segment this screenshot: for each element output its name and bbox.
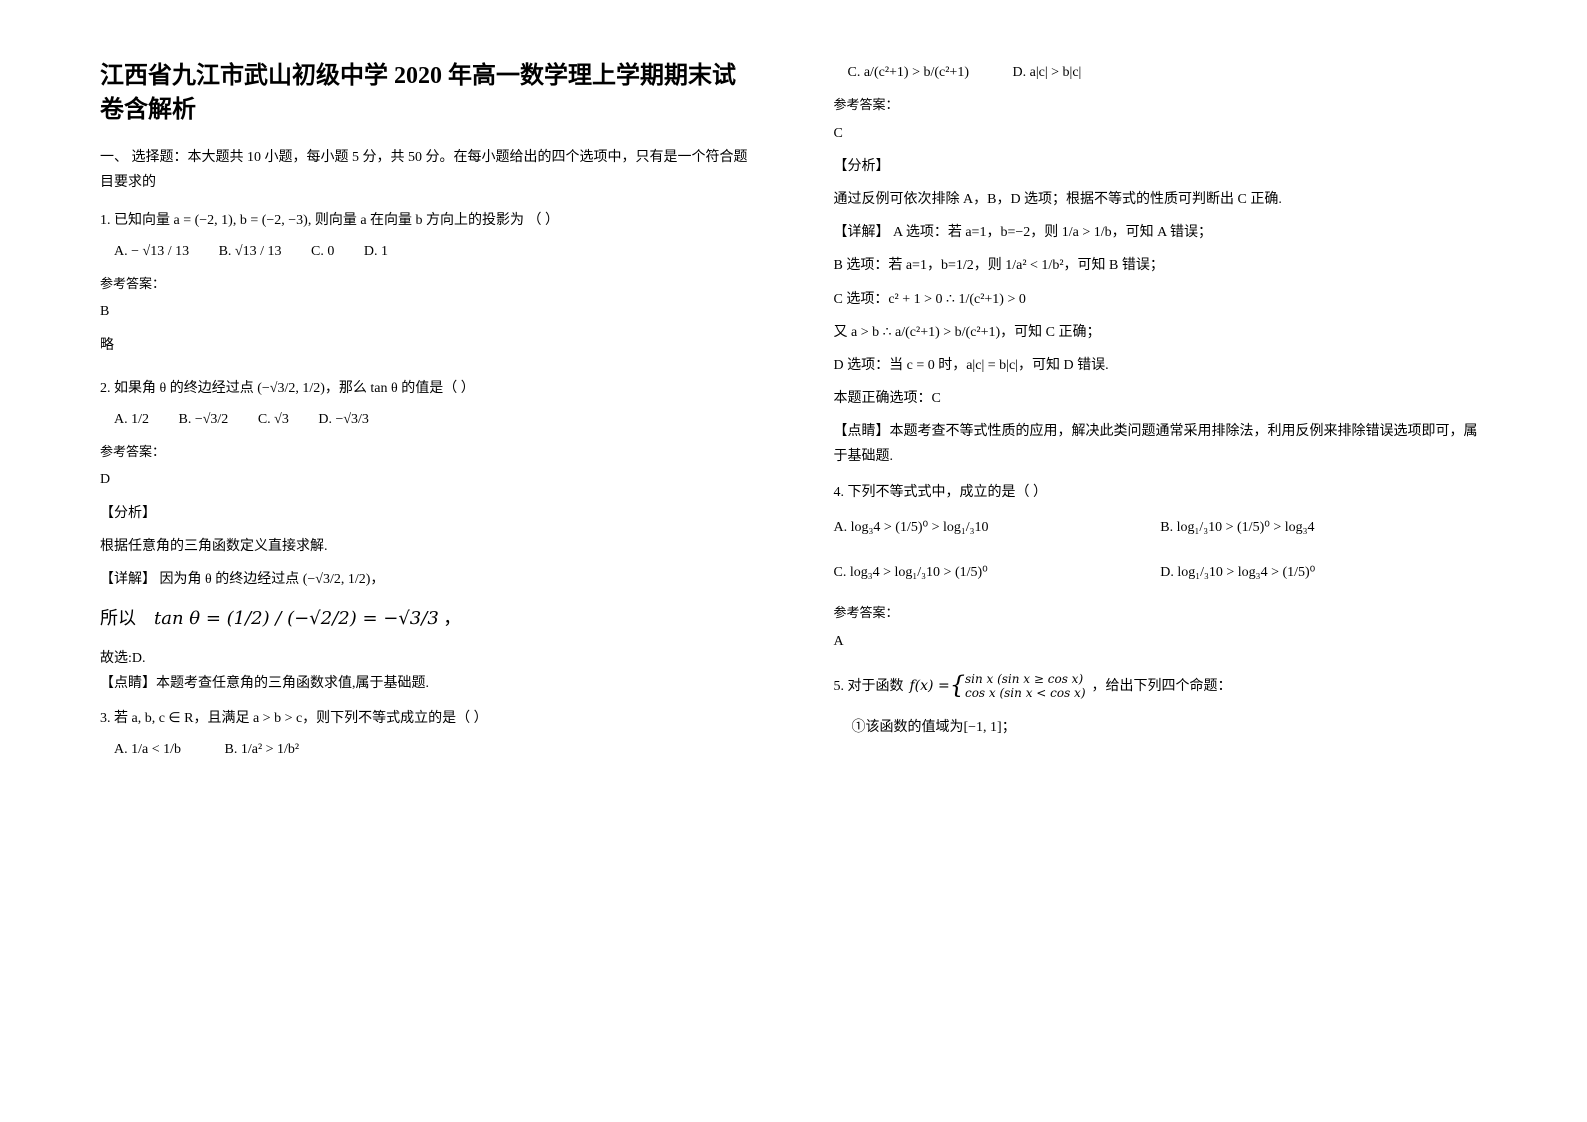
q1-optD: D. 1 [364, 244, 388, 259]
q2-answer-label: 参考答案： [100, 440, 754, 463]
q4-answer-label: 参考答案： [834, 601, 1488, 624]
q3-answer-label: 参考答案： [834, 93, 1488, 116]
q4-optA: A. log₃4 > (1/5)⁰ > log₁/₃10 [834, 515, 1161, 540]
question-5: 5. 对于函数 f(x) = { sin x (sin x ≥ cos x) c… [834, 672, 1488, 740]
q5-tail: ，给出下列四个命题： [1092, 674, 1232, 699]
q3-analysis: 通过反例可依次排除 A，B，D 选项；根据不等式的性质可判断出 C 正确. [834, 187, 1488, 212]
q3-point: 【点睛】本题考查不等式性质的应用，解决此类问题通常采用排除法，利用反例来排除错误… [834, 419, 1488, 469]
q2-optB: B. −√3/2 [179, 412, 229, 427]
detail-label2: 【详解】 [834, 225, 890, 240]
q5-func-lower: cos x (sin x < cos x) [965, 686, 1086, 700]
q4-optD: D. log₁/₃10 > log₃4 > (1/5)⁰ [1160, 560, 1487, 585]
q5-text: 5. 对于函数 f(x) = { sin x (sin x ≥ cos x) c… [834, 672, 1488, 701]
q3-correct: 本题正确选项：C [834, 386, 1488, 411]
q4-answer: A [834, 629, 1488, 654]
q3-detailD: D 选项：当 c = 0 时，a|c| = b|c|，可知 D 错误. [834, 353, 1488, 378]
q1-note: 略 [100, 333, 754, 358]
q2-options: A. 1/2 B. −√3/2 C. √3 D. −√3/3 [114, 407, 754, 432]
q5-sub1: ①该函数的值域为[−1, 1]； [852, 715, 1488, 740]
q3-detailA: 【详解】 A 选项：若 a=1，b=−2，则 1/a > 1/b，可知 A 错误… [834, 220, 1488, 245]
q2-analysis: 根据任意角的三角函数定义直接求解. [100, 534, 754, 559]
q4-row1: A. log₃4 > (1/5)⁰ > log₁/₃10 B. log₁/₃10… [834, 515, 1488, 540]
q2-point-text: 本题考查任意角的三角函数求值,属于基础题. [156, 676, 429, 691]
q3-analysis-label: 【分析】 [834, 154, 1488, 179]
q4-optB: B. log₁/₃10 > (1/5)⁰ > log₃4 [1160, 515, 1487, 540]
q5-text-lead: 5. 对于函数 [834, 674, 904, 699]
right-column: C. a/(c²+1) > b/(c²+1) D. a|c| > b|c| 参考… [794, 60, 1488, 1082]
q2-optA: A. 1/2 [114, 412, 149, 427]
q3-point-text: 本题考查不等式性质的应用，解决此类问题通常采用排除法，利用反例来排除错误选项即可… [834, 424, 1478, 464]
section-header: 一、 选择题：本大题共 10 小题，每小题 5 分，共 50 分。在每小题给出的… [100, 145, 754, 195]
brace-icon: { [950, 675, 965, 697]
q1-options: A. − √13 / 13 B. √13 / 13 C. 0 D. 1 [114, 239, 754, 264]
question-2: 2. 如果角 θ 的终边经过点 (−√3/2, 1/2)，那么 tan θ 的值… [100, 376, 754, 696]
q3-text: 3. 若 a, b, c ∈ R，且满足 a > b > c，则下列不等式成立的… [100, 706, 754, 731]
q3-options-AB: A. 1/a < 1/b B. 1/a² > 1/b² [114, 737, 754, 762]
q1-answer-label: 参考答案： [100, 272, 754, 295]
q2-formula-math: tan θ = (1/2) / (−√2/2) = −√3/3 [154, 608, 439, 629]
q2-so: 所以 [100, 608, 136, 628]
q2-conclude: 故选:D. [100, 646, 754, 671]
detail-label: 【详解】 [100, 572, 156, 587]
q4-text: 4. 下列不等式式中，成立的是（ ） [834, 480, 1488, 505]
q2-point: 【点睛】本题考查任意角的三角函数求值,属于基础题. [100, 671, 754, 696]
q1-optB: B. √13 / 13 [219, 244, 282, 259]
question-3-head: 3. 若 a, b, c ∈ R，且满足 a > b > c，则下列不等式成立的… [100, 706, 754, 770]
q2-detail-intro: 因为角 θ 的终边经过点 (−√3/2, 1/2)， [160, 572, 385, 587]
question-1: 1. 已知向量 a = (−2, 1), b = (−2, −3), 则向量 a… [100, 208, 754, 366]
q5-func-upper: sin x (sin x ≥ cos x) [965, 672, 1086, 686]
question-3-cont: C. a/(c²+1) > b/(c²+1) D. a|c| > b|c| 参考… [834, 60, 1488, 470]
q3-detailA-text: A 选项：若 a=1，b=−2，则 1/a > 1/b，可知 A 错误； [893, 225, 1212, 240]
q3-point-label: 【点睛】 [834, 424, 890, 439]
q1-optA: A. − √13 / 13 [114, 244, 189, 259]
q5-func: f(x) = { sin x (sin x ≥ cos x) cos x (si… [910, 672, 1086, 701]
q3-answer: C [834, 121, 1488, 146]
q2-detail: 【详解】 因为角 θ 的终边经过点 (−√3/2, 1/2)， [100, 567, 754, 592]
q4-optC: C. log₃4 > log₁/₃10 > (1/5)⁰ [834, 560, 1161, 585]
q2-formula: 所以 tan θ = (1/2) / (−√2/2) = −√3/3 ， [100, 602, 754, 635]
q4-row2: C. log₃4 > log₁/₃10 > (1/5)⁰ D. log₁/₃10… [834, 560, 1488, 585]
q2-answer: D [100, 467, 754, 492]
left-column: 江西省九江市武山初级中学 2020 年高一数学理上学期期末试卷含解析 一、 选择… [100, 60, 794, 1082]
q1-text: 1. 已知向量 a = (−2, 1), b = (−2, −3), 则向量 a… [100, 208, 754, 233]
q2-analysis-label: 【分析】 [100, 501, 754, 526]
q1-optC: C. 0 [311, 244, 334, 259]
q2-optC: C. √3 [258, 412, 289, 427]
q2-point-label: 【点睛】 [100, 676, 156, 691]
q3-optB: B. 1/a² > 1/b² [225, 742, 300, 757]
q3-optA: A. 1/a < 1/b [114, 742, 181, 757]
q3-detailC2: 又 a > b ∴ a/(c²+1) > b/(c²+1)，可知 C 正确； [834, 320, 1488, 345]
q3-options-CD: C. a/(c²+1) > b/(c²+1) D. a|c| > b|c| [848, 60, 1488, 85]
question-4: 4. 下列不等式式中，成立的是（ ） A. log₃4 > (1/5)⁰ > l… [834, 480, 1488, 662]
q3-detailC1: C 选项：c² + 1 > 0 ∴ 1/(c²+1) > 0 [834, 287, 1488, 312]
q3-optD: D. a|c| > b|c| [1013, 65, 1082, 80]
q2-text: 2. 如果角 θ 的终边经过点 (−√3/2, 1/2)，那么 tan θ 的值… [100, 376, 754, 401]
q3-optC: C. a/(c²+1) > b/(c²+1) [848, 65, 970, 80]
q2-optD: D. −√3/3 [318, 412, 369, 427]
q3-detailB: B 选项：若 a=1，b=1/2，则 1/a² < 1/b²，可知 B 错误； [834, 253, 1488, 278]
q1-answer: B [100, 299, 754, 324]
document-title: 江西省九江市武山初级中学 2020 年高一数学理上学期期末试卷含解析 [100, 60, 754, 127]
